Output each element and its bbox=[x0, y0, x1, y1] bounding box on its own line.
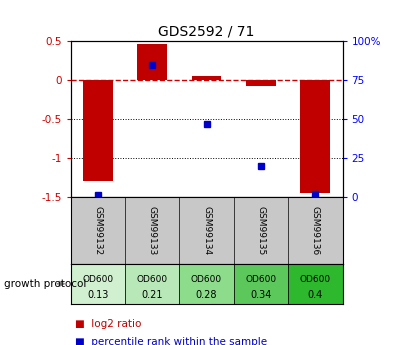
Text: OD600: OD600 bbox=[191, 275, 222, 284]
Text: 0.4: 0.4 bbox=[308, 290, 323, 300]
Text: 0.28: 0.28 bbox=[196, 290, 217, 300]
Text: GSM99135: GSM99135 bbox=[256, 206, 266, 255]
Text: ■  log2 ratio: ■ log2 ratio bbox=[75, 319, 141, 329]
Text: GSM99136: GSM99136 bbox=[311, 206, 320, 255]
Text: GSM99133: GSM99133 bbox=[147, 206, 157, 255]
Bar bbox=[246, 80, 276, 86]
Text: OD600: OD600 bbox=[300, 275, 331, 284]
Bar bbox=[71, 264, 125, 304]
Bar bbox=[300, 80, 330, 193]
Text: GSM99132: GSM99132 bbox=[93, 206, 102, 255]
Bar bbox=[234, 264, 288, 304]
Text: OD600: OD600 bbox=[137, 275, 168, 284]
Bar bbox=[179, 264, 234, 304]
Text: OD600: OD600 bbox=[245, 275, 276, 284]
Bar bbox=[288, 264, 343, 304]
Text: GSM99134: GSM99134 bbox=[202, 206, 211, 255]
Title: GDS2592 / 71: GDS2592 / 71 bbox=[158, 25, 255, 39]
Text: growth protocol: growth protocol bbox=[4, 279, 86, 289]
Bar bbox=[191, 76, 222, 80]
Text: 0.21: 0.21 bbox=[141, 290, 163, 300]
Text: 0.34: 0.34 bbox=[250, 290, 272, 300]
Bar bbox=[125, 264, 179, 304]
Bar bbox=[137, 44, 167, 80]
Text: OD600: OD600 bbox=[82, 275, 113, 284]
Bar bbox=[83, 80, 113, 181]
Text: ■  percentile rank within the sample: ■ percentile rank within the sample bbox=[75, 337, 267, 345]
Text: 0.13: 0.13 bbox=[87, 290, 108, 300]
